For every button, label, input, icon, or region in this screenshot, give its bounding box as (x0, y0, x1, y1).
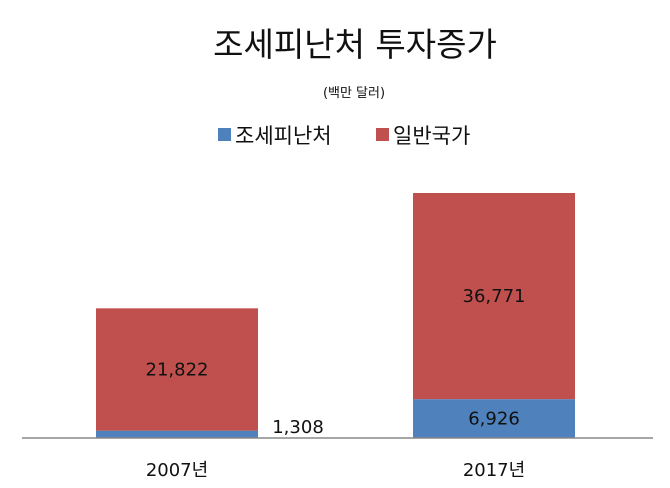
data-label-series-0-cat-1: 6,926 (468, 409, 520, 430)
legend-label-series-1: 일반국가 (393, 124, 470, 148)
bar-taxhaven-0 (96, 430, 258, 438)
data-label-series-0-cat-0: 1,308 (272, 417, 324, 438)
legend-label-series-0: 조세피난처 (235, 124, 332, 148)
legend-swatch-series-0 (218, 128, 231, 141)
chart-subtitle: (백만 달러) (323, 86, 385, 101)
data-label-series-1-cat-1: 36,771 (463, 286, 526, 307)
data-label-series-1-cat-0: 21,822 (146, 359, 209, 380)
plot-area: 1,308 21,822 2007년 6,926 36,771 2017년 (96, 193, 575, 481)
legend: 조세피난처 일반국가 (218, 124, 470, 148)
chart-title: 조세피난처 투자증가 (213, 25, 497, 64)
bar-taxhaven-1 (413, 399, 575, 438)
bar-general-0 (96, 308, 258, 431)
legend-swatch-series-1 (376, 128, 389, 141)
x-tick-label-1: 2017년 (463, 460, 525, 481)
x-tick-label-0: 2007년 (146, 460, 208, 481)
bar-general-1 (413, 193, 575, 400)
